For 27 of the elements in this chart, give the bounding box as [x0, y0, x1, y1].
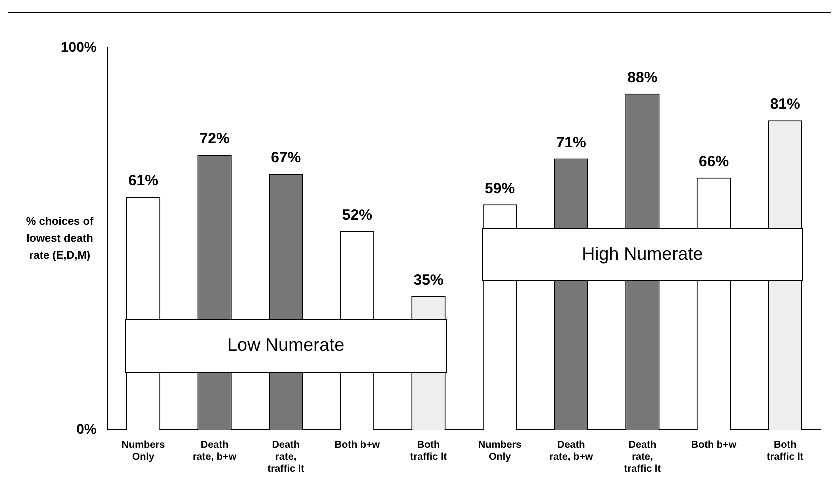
- y-axis-title: % choices of lowest death rate (E,D,M): [26, 216, 94, 262]
- data-label: 81%: [770, 96, 800, 114]
- label-box: Low Numerate: [125, 319, 447, 373]
- x-tick-label: Both b+w: [691, 440, 737, 451]
- x-tick-label: Both b+w: [334, 440, 380, 451]
- data-label: 35%: [414, 272, 444, 289]
- annotation: High Numerate: [582, 244, 704, 265]
- data-label: 67%: [271, 150, 302, 167]
- data-label: 59%: [485, 180, 516, 198]
- x-tick-label: Death rate, b+w: [192, 440, 237, 463]
- x-tick-label: Both traffic lt: [767, 440, 804, 463]
- data-label: 66%: [699, 154, 730, 171]
- data-label: 71%: [556, 134, 586, 152]
- x-tick-label: Death rate, traffic lt: [268, 440, 306, 475]
- data-label: 88%: [628, 69, 658, 86]
- x-tick-label: Death rate, b+w: [550, 440, 594, 463]
- data-label: 61%: [128, 172, 158, 190]
- data-label: 72%: [200, 130, 230, 148]
- y-tick-label: 0%: [76, 420, 98, 437]
- data-label: 52%: [342, 207, 372, 224]
- x-tick-label: Numbers Only: [478, 440, 522, 463]
- label-box: High Numerate: [482, 228, 804, 281]
- y-tick-label: 100%: [60, 38, 98, 55]
- x-tick-label: Both traffic lt: [410, 440, 448, 463]
- x-tick-label: Death rate, traffic lt: [624, 440, 662, 475]
- x-tick-label: Numbers Only: [122, 440, 166, 463]
- annotation: Low Numerate: [228, 335, 345, 356]
